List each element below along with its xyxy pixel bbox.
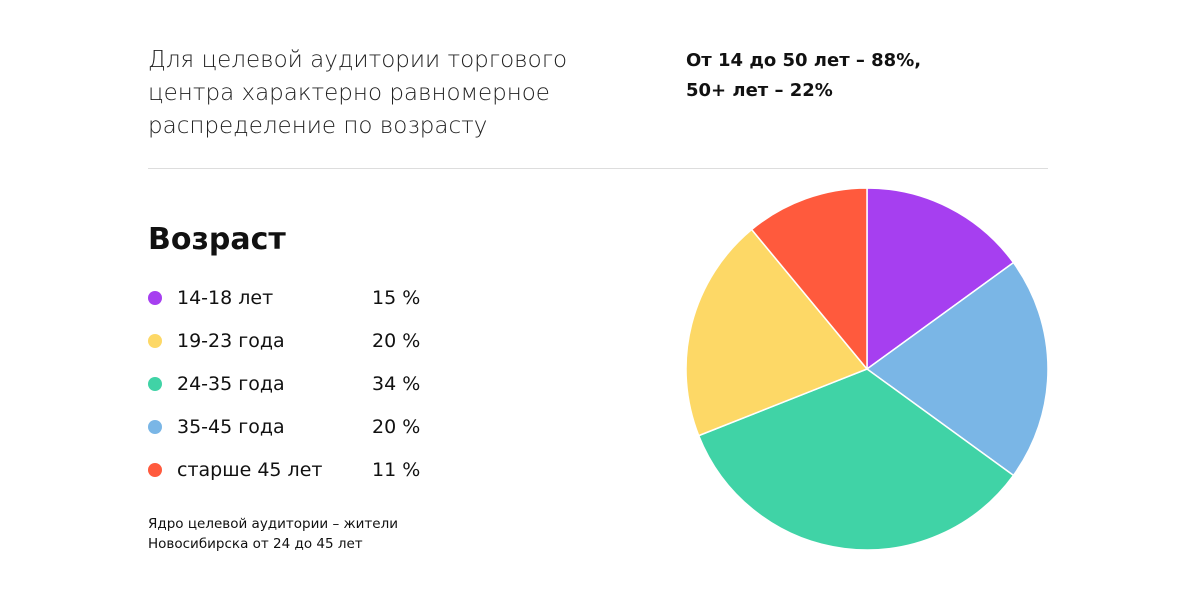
legend-dot-icon xyxy=(148,463,162,477)
footnote-line: Ядро целевой аудитории – жители xyxy=(148,516,398,532)
legend-dot-icon xyxy=(148,291,162,305)
legend-item: 19-23 года 20 % xyxy=(148,325,448,368)
intro-text: Для целевой аудитории торгового центра х… xyxy=(148,44,618,143)
legend-item: 35-45 года 20 % xyxy=(148,411,448,454)
legend-item: 14-18 лет 15 % xyxy=(148,282,448,325)
intro-line: распределение по возрасту xyxy=(148,113,488,139)
legend-label: 35-45 года xyxy=(177,416,285,438)
summary-line: От 14 до 50 лет – 88%, xyxy=(686,50,922,71)
summary-line: 50+ лет – 22% xyxy=(686,80,833,101)
legend-label: старше 45 лет xyxy=(177,459,323,481)
legend-label: 19-23 года xyxy=(177,330,285,352)
legend-item: 24-35 года 34 % xyxy=(148,368,448,411)
chart-legend: 14-18 лет 15 % 19-23 года 20 % 24-35 года 34 … xyxy=(148,282,448,497)
legend-value: 20 % xyxy=(372,330,421,352)
legend-item: старше 45 лет 11 % xyxy=(148,454,448,497)
pie-slice xyxy=(866,187,1015,370)
legend-value: 20 % xyxy=(372,416,421,438)
pie-slice xyxy=(697,368,1015,551)
legend-label: 24-35 года xyxy=(177,373,285,395)
pie-slice xyxy=(685,228,868,437)
pie-slice xyxy=(750,187,868,370)
legend-dot-icon xyxy=(148,377,162,391)
divider xyxy=(148,168,1048,169)
intro-line: центра характерно равномерное xyxy=(148,80,550,106)
age-summary: От 14 до 50 лет – 88%, 50+ лет – 22% xyxy=(686,46,1046,106)
intro-line: Для целевой аудитории торгового xyxy=(148,47,568,73)
legend-value: 15 % xyxy=(372,287,421,309)
legend-value: 34 % xyxy=(372,373,421,395)
footnote-line: Новосибирска от 24 до 45 лет xyxy=(148,536,363,552)
legend-value: 11 % xyxy=(372,459,421,481)
footnote: Ядро целевой аудитории – жители Новосиби… xyxy=(148,514,468,554)
legend-dot-icon xyxy=(148,420,162,434)
legend-label: 14-18 лет xyxy=(177,287,274,309)
pie-slice xyxy=(866,261,1049,477)
chart-title: Возраст xyxy=(148,222,286,257)
legend-dot-icon xyxy=(148,334,162,348)
